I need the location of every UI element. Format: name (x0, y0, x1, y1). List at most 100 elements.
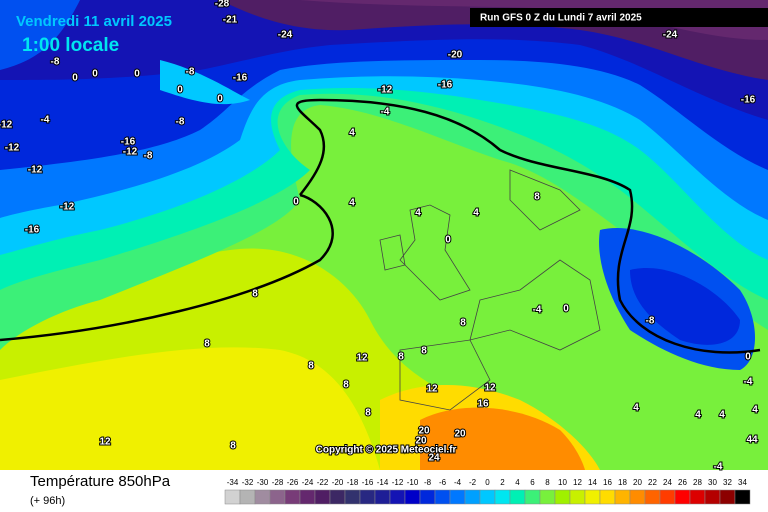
contour-label: 0 (445, 235, 451, 246)
contour-label: 12 (356, 353, 368, 364)
contour-label: 24 (428, 453, 440, 464)
contour-label: -8 (176, 117, 185, 128)
contour-labels: -28-21-24-24-20-16-16-16-12-12-12-12-12-… (0, 0, 759, 474)
scale-label: -18 (347, 478, 359, 487)
contour-label: 12 (99, 437, 111, 448)
scale-label: 20 (633, 478, 642, 487)
contour-label: 12 (426, 384, 438, 395)
contour-label: -21 (223, 15, 238, 26)
contour-label: 20 (418, 426, 430, 437)
scale-label: 12 (573, 478, 582, 487)
scale-swatch (314, 489, 331, 505)
contour-label: 8 (421, 346, 427, 357)
contour-label: 4 (719, 410, 725, 421)
color-scale: -34 -32 -30 -28 -26 -24 -22 -20 -18 -16 -14 -12 -10-… (224, 478, 751, 505)
contour-label: -4 (744, 377, 753, 388)
scale-label: -34 (227, 478, 239, 487)
scale-label: 34 (738, 478, 747, 487)
contour-label: 0 (745, 352, 751, 363)
contour-label: 8 (460, 318, 466, 329)
scale-label: -32 (242, 478, 254, 487)
contour-label: -12 (5, 143, 20, 154)
scale-swatch (629, 489, 646, 505)
contour-label: 0 (563, 304, 569, 315)
scale-swatch (299, 489, 316, 505)
lead-time: (+ 96h) (30, 495, 65, 507)
scale-swatch (644, 489, 661, 505)
scale-swatch (449, 489, 466, 505)
scale-label: 16 (603, 478, 612, 487)
scale-swatch (269, 489, 286, 505)
scale-swatch (434, 489, 451, 505)
scale-label: 22 (648, 478, 657, 487)
scale-label: -26 (287, 478, 299, 487)
scale-label: -10 (407, 478, 419, 487)
contour-label: 4 (349, 128, 355, 139)
scale-swatch (239, 489, 256, 505)
scale-swatch (359, 489, 376, 505)
scale-swatch (584, 489, 601, 505)
scale-swatch (674, 489, 691, 505)
scale-swatch (479, 489, 496, 505)
scale-swatch (614, 489, 631, 505)
contour-label: 0 (217, 94, 223, 105)
scale-swatch (284, 489, 301, 505)
contour-label: 16 (477, 399, 489, 410)
contour-label: 12 (484, 383, 496, 394)
contour-label: 8 (365, 408, 371, 419)
scale-swatch (254, 489, 271, 505)
contour-label: 44 (746, 435, 758, 446)
contour-label: -8 (646, 316, 655, 327)
contour-label: -8 (186, 67, 195, 78)
scale-label: -2 (469, 478, 477, 487)
contour-label: 4 (633, 403, 639, 414)
contour-label: 8 (308, 361, 314, 372)
contour-label: -16 (25, 225, 40, 236)
scale-label: -20 (332, 478, 344, 487)
contour-label: -16 (233, 73, 248, 84)
contour-label: 8 (204, 339, 210, 350)
contour-label: -16 (121, 137, 136, 148)
scale-label: 28 (693, 478, 702, 487)
scale-swatch (389, 489, 406, 505)
contour-label: 4 (695, 410, 701, 421)
scale-label: 26 (678, 478, 687, 487)
parameter: Température 850hPa (30, 473, 171, 490)
contour-label: -24 (278, 30, 293, 41)
scale-label: 2 (500, 478, 505, 487)
scale-label: -28 (272, 478, 284, 487)
scale-swatch (509, 489, 526, 505)
contour-label: 8 (343, 380, 349, 391)
scale-label: 4 (515, 478, 520, 487)
local-time: 1:00 locale (22, 35, 119, 56)
contour-label: -4 (714, 462, 723, 473)
contour-label: -20 (448, 50, 463, 61)
scale-label: -22 (317, 478, 329, 487)
contour-label: -4 (381, 107, 390, 118)
scale-swatch (494, 489, 511, 505)
scale-label: 8 (545, 478, 550, 487)
contour-label: -4 (533, 305, 542, 316)
scale-label: 24 (663, 478, 672, 487)
contour-label: 4 (349, 198, 355, 209)
scale-swatch (554, 489, 571, 505)
contour-label: 0 (134, 69, 140, 80)
contour-label: 8 (398, 352, 404, 363)
contour-label: -8 (144, 151, 153, 162)
contour-label: -16 (741, 95, 756, 106)
run-info: Run GFS 0 Z du Lundi 7 avril 2025 (480, 13, 642, 24)
scale-label: 10 (558, 478, 567, 487)
contour-label: 0 (92, 69, 98, 80)
scale-swatch (344, 489, 361, 505)
contour-label: 4 (752, 405, 758, 416)
contour-label: 8 (252, 289, 258, 300)
scale-label: 32 (723, 478, 732, 487)
scale-label: -30 (257, 478, 269, 487)
scale-swatch (419, 489, 436, 505)
scale-label: -6 (439, 478, 447, 487)
scale-label: -14 (377, 478, 389, 487)
contour-label: -12 (28, 165, 43, 176)
contour-label: -12 (60, 202, 75, 213)
contour-label: -12 (0, 120, 13, 131)
